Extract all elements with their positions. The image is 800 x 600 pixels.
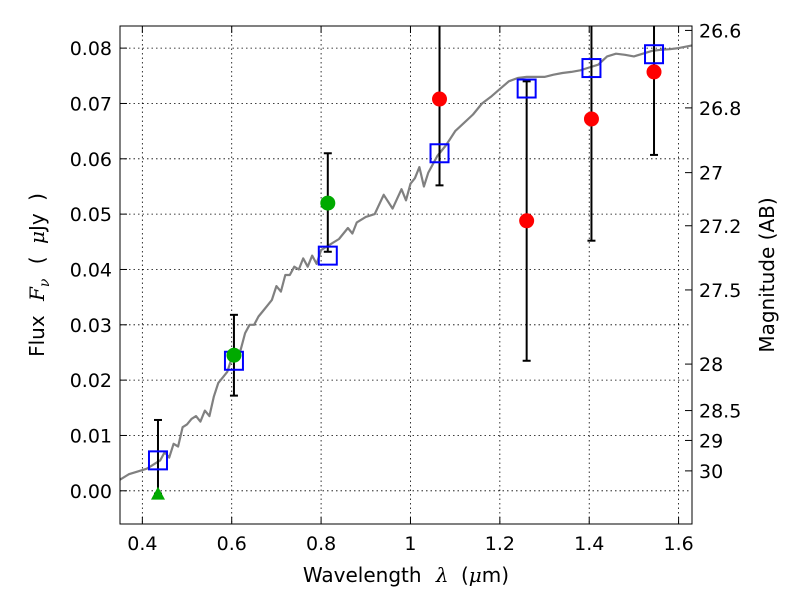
- x-tick-label: 0.6: [217, 533, 247, 555]
- y-tick-label: 0.00: [70, 481, 112, 503]
- flux-circle-marker: [226, 347, 242, 363]
- model-square-marker: [516, 78, 537, 99]
- flux-circle-marker: [320, 195, 336, 211]
- y-tick-label: 0.04: [70, 259, 112, 281]
- x-tick-label: 1.6: [663, 533, 693, 555]
- x-tick-label: 1.2: [485, 533, 515, 555]
- magnitude-tick-label: 28.5: [699, 401, 741, 423]
- model-square-marker: [581, 58, 602, 79]
- y-tick-label: 0.02: [70, 370, 112, 392]
- x-tick-label: 1.4: [574, 533, 604, 555]
- magnitude-tick-label: 29: [699, 430, 723, 452]
- plot-frame: [119, 25, 693, 525]
- y-tick-label: 0.07: [70, 93, 112, 115]
- magnitude-tick-label: 27: [699, 163, 723, 185]
- magnitude-tick-label: 28: [699, 354, 723, 376]
- magnitude-tick-label: 30: [699, 461, 723, 483]
- x-tick-label: 0.8: [306, 533, 336, 555]
- y-tick-label: 0.03: [70, 315, 112, 337]
- y-tick-label: 0.08: [70, 38, 112, 60]
- model-square-marker: [429, 143, 450, 164]
- flux-circle-marker: [519, 213, 535, 229]
- magnitude-tick-label: 26.8: [699, 98, 741, 120]
- model-square-marker: [147, 450, 168, 471]
- data-markers: [147, 44, 665, 500]
- y-axis-label: Flux Fν ( μJy ): [25, 193, 54, 357]
- grid-lines: [120, 26, 692, 524]
- y-tick-label: 0.06: [70, 149, 112, 171]
- flux-circle-marker: [583, 111, 599, 127]
- x-tick-label: 0.4: [127, 533, 157, 555]
- spectrum-line: [119, 44, 693, 481]
- flux-circle-marker: [432, 91, 448, 107]
- axis-ticks: 0.4 0.6 0.8 1 1.2 1.4 1.6 0.00 0.01 0.02 0.03 0.04 0…: [70, 20, 742, 555]
- magnitude-tick-label: 27.5: [699, 280, 741, 302]
- magnitude-tick-label: 26.6: [699, 20, 741, 42]
- upper-limit-triangle: [150, 486, 165, 500]
- x-tick-label: 1: [404, 533, 416, 555]
- magnitude-tick-label: 27.2: [699, 216, 741, 238]
- spectrum-layer: [119, 44, 693, 481]
- error-bars: [153, 26, 659, 495]
- y-tick-label: 0.01: [70, 425, 112, 447]
- model-square-marker: [644, 44, 665, 65]
- flux-circle-marker: [646, 64, 662, 80]
- model-square-marker: [317, 245, 338, 266]
- magnitude-axis-label: Magnitude (AB): [755, 197, 779, 352]
- y-tick-label: 0.05: [70, 204, 112, 226]
- x-axis-label: Wavelength λ (μm): [303, 563, 509, 587]
